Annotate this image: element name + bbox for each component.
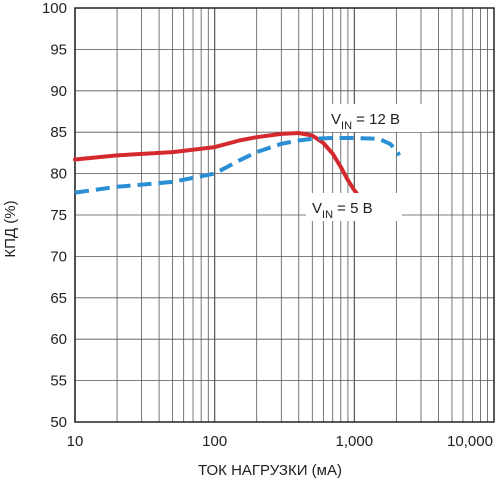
y-tick-label: 90 <box>50 83 67 100</box>
y-tick-label: 80 <box>50 166 67 183</box>
x-tick-label: 10,000 <box>447 433 493 450</box>
series-vin-5v-line <box>73 131 363 200</box>
gridlines <box>74 7 494 423</box>
x-tick-label: 100 <box>202 433 227 450</box>
series-label-box <box>325 104 431 132</box>
plot-frame <box>74 7 495 423</box>
y-tick-label: 85 <box>50 124 67 141</box>
series-lines <box>73 131 402 200</box>
y-tick-label: 55 <box>50 373 67 390</box>
y-tick-label: 100 <box>42 0 67 17</box>
y-tick-labels: 50 55 60 65 70 75 80 85 90 95 100 <box>42 0 67 431</box>
y-axis-title: КПД (%) <box>2 200 19 257</box>
y-tick-label: 70 <box>50 248 67 265</box>
series-label-box <box>306 193 402 221</box>
y-tick-label: 95 <box>50 41 67 58</box>
series-label-vin-5v: VIN = 5 В <box>312 200 373 221</box>
series-labels: VIN = 5 В VIN = 12 В <box>306 104 431 221</box>
y-tick-label: 65 <box>50 290 67 307</box>
x-tick-label: 1,000 <box>336 433 374 450</box>
y-tick-label: 75 <box>50 207 67 224</box>
series-vin-12v-line <box>74 136 402 195</box>
x-axis-title: ТОК НАГРУЗКИ (мА) <box>198 462 342 479</box>
series-label-vin-12v: VIN = 12 В <box>331 111 400 132</box>
x-tick-label: 10 <box>67 433 84 450</box>
y-tick-label: 60 <box>50 331 67 348</box>
x-tick-labels: 10 100 1,000 10,000 <box>67 433 493 450</box>
y-tick-label: 50 <box>50 414 67 431</box>
